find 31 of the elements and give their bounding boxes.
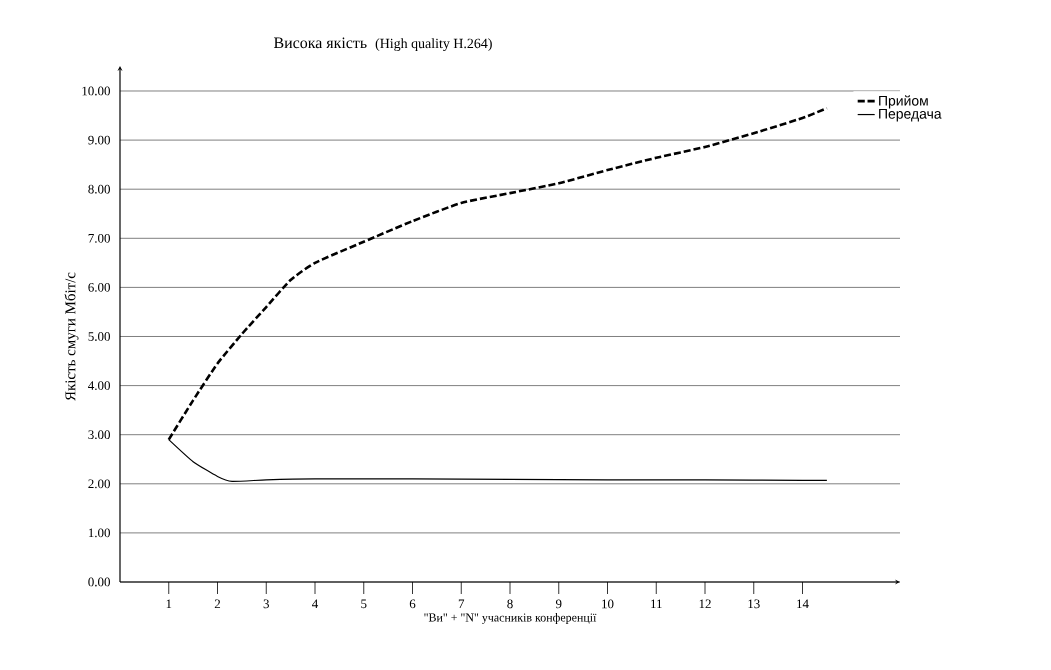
y-tick-label: 0.00 [88, 577, 110, 587]
legend-label: Прийом [879, 95, 928, 109]
y-tick-label: 10.00 [82, 86, 110, 96]
y-tick-label: 5.00 [88, 332, 110, 341]
y-tick-label: 6.00 [88, 283, 110, 292]
x-tick-label: 8 [507, 599, 513, 609]
x-tick-label: 4 [312, 599, 319, 609]
x-tick-label: 11 [651, 599, 662, 609]
chart-title: Висока якість [273, 37, 367, 49]
x-tick-label: 6 [409, 599, 416, 609]
x-tick-label: 3 [263, 599, 269, 609]
y-tick-label: 9.00 [88, 135, 110, 145]
x-axis-title: "Ви" + "N" учасників конференції [424, 613, 597, 624]
y-tick-label: 2.00 [88, 479, 110, 489]
y-tick-label: 8.00 [88, 184, 110, 194]
x-tick-label: 14 [797, 599, 809, 609]
y-axis-title: Якість смуги Мбіт/с [64, 272, 79, 401]
x-tick-label: 13 [748, 599, 760, 609]
x-tick-label: 12 [699, 599, 711, 609]
y-tick-label: 7.00 [88, 233, 110, 243]
y-tick-label: 4.00 [88, 381, 110, 390]
x-tick-label: 10 [602, 599, 614, 609]
x-tick-label: 1 [166, 599, 172, 609]
y-tick-label: 1.00 [88, 528, 110, 538]
x-tick-label: 5 [361, 599, 367, 609]
x-tick-label: 7 [458, 599, 465, 608]
legend-label: Передача [879, 109, 942, 122]
x-tick-label: 9 [555, 599, 562, 609]
x-tick-label: 2 [214, 599, 221, 609]
chart-subtitle: (High quality H.264) [375, 38, 492, 52]
y-tick-label: 3.00 [88, 430, 110, 440]
